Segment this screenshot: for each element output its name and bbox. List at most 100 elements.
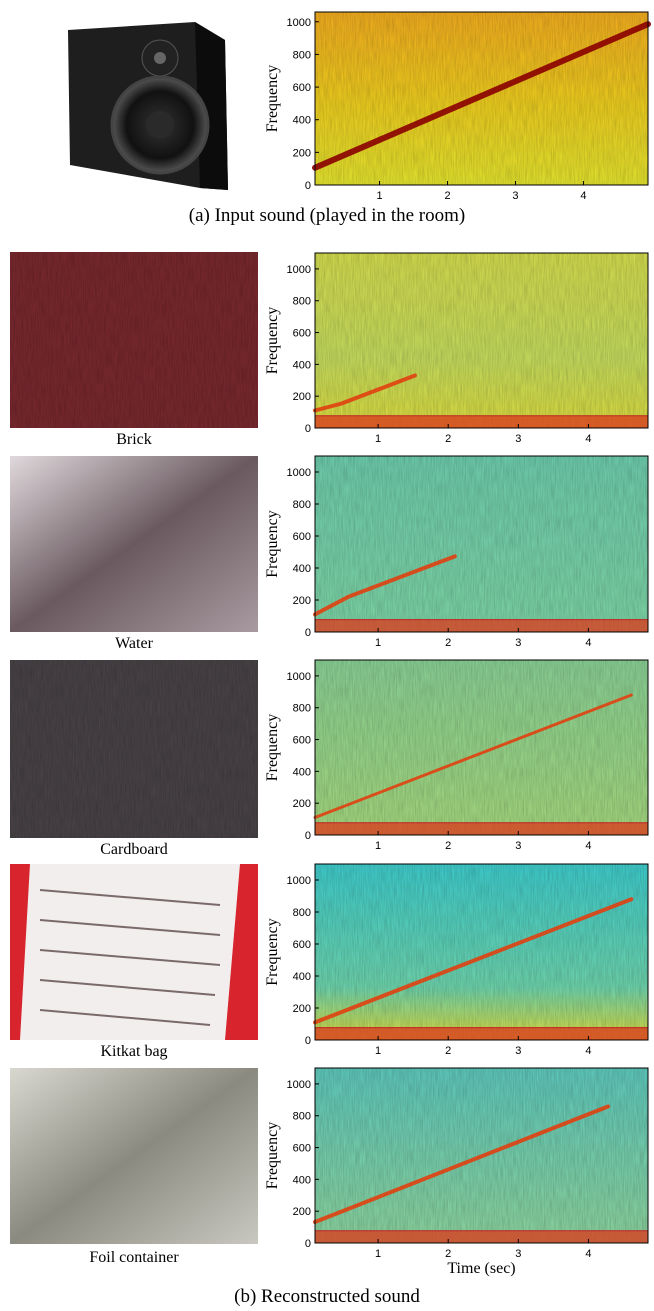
plot-frame [314, 1067, 649, 1244]
x-tick-label: 1 [375, 1045, 381, 1057]
y-tick-label: 400 [293, 359, 311, 371]
y-tick-label: 1000 [287, 671, 311, 683]
brick-photo [10, 252, 258, 428]
y-tick-label: 400 [293, 1174, 311, 1186]
low-band [315, 620, 648, 632]
spectrogram [315, 456, 648, 632]
y-tick-label: 0 [305, 1238, 311, 1250]
caption: (b) Reconstructed sound [234, 1286, 420, 1307]
y-tick-label: 0 [305, 1035, 311, 1047]
y-tick-label: 200 [293, 1003, 311, 1015]
y-tick-label: 200 [293, 595, 311, 607]
y-axis-label: Frequency [264, 510, 281, 578]
y-axis-label: Frequency [264, 65, 281, 133]
x-tick-label: 3 [515, 637, 521, 649]
y-tick-label: 600 [293, 531, 311, 543]
y-tick-label: 1000 [287, 264, 311, 276]
low-band [315, 416, 648, 428]
y-tick-label: 0 [305, 830, 311, 842]
kitkat-photo [10, 864, 258, 1040]
y-tick-label: 200 [293, 798, 311, 810]
x-tick-label: 1 [376, 190, 382, 202]
y-tick-label: 400 [293, 971, 311, 983]
low-band [315, 1028, 648, 1040]
x-tick-label: 1 [375, 1248, 381, 1260]
x-tick-label: 2 [445, 840, 451, 852]
plot-frame [314, 252, 649, 429]
x-tick-label: 2 [445, 1248, 451, 1260]
y-axis-label: Frequency [264, 1122, 281, 1190]
x-tick-label: 4 [585, 1045, 591, 1057]
x-tick-label: 3 [515, 433, 521, 445]
x-tick-label: 4 [580, 190, 586, 202]
y-tick-label: 200 [293, 147, 311, 159]
y-tick-label: 1000 [287, 17, 311, 29]
y-tick-label: 0 [305, 423, 311, 435]
chirp-trace [313, 373, 417, 413]
y-tick-label: 400 [293, 766, 311, 778]
x-axis-label: Time (sec) [447, 1260, 515, 1277]
image-label: Foil container [89, 1249, 179, 1266]
x-tick-label: 3 [515, 840, 521, 852]
water-photo [10, 456, 258, 632]
y-tick-label: 800 [293, 1111, 311, 1123]
x-tick-label: 2 [445, 433, 451, 445]
x-tick-label: 1 [375, 840, 381, 852]
image-label: Kitkat bag [100, 1043, 167, 1060]
cardboard-photo [10, 660, 258, 838]
spectrogram [315, 660, 648, 835]
image-label: Cardboard [100, 841, 168, 858]
x-tick-label: 2 [445, 1045, 451, 1057]
y-tick-label: 600 [293, 82, 311, 94]
y-axis-label: Frequency [264, 307, 281, 375]
plot-frame [314, 455, 649, 633]
y-tick-label: 600 [293, 939, 311, 951]
foil-photo [10, 1068, 258, 1244]
image-label: Water [115, 635, 153, 652]
y-tick-label: 800 [293, 499, 311, 511]
chirp-trace [313, 897, 634, 1025]
y-tick-label: 600 [293, 328, 311, 340]
chirp-trace [312, 21, 651, 171]
speaker-photo [68, 22, 228, 190]
x-tick-label: 2 [445, 637, 451, 649]
chirp-trace [313, 693, 633, 819]
y-tick-label: 200 [293, 391, 311, 403]
caption: (a) Input sound (played in the room) [189, 205, 465, 226]
y-tick-label: 1000 [287, 1079, 311, 1091]
plot-frame [314, 863, 649, 1041]
x-tick-label: 4 [585, 840, 591, 852]
x-tick-label: 3 [512, 190, 518, 202]
y-tick-label: 1000 [287, 875, 311, 887]
x-tick-label: 1 [375, 433, 381, 445]
y-tick-label: 400 [293, 563, 311, 575]
plot-frame [314, 659, 649, 836]
plot-frame [314, 11, 649, 186]
y-tick-label: 800 [293, 703, 311, 715]
x-tick-label: 4 [585, 1248, 591, 1260]
y-tick-label: 600 [293, 735, 311, 747]
x-tick-label: 2 [444, 190, 450, 202]
low-band [315, 1231, 648, 1243]
y-tick-label: 800 [293, 49, 311, 61]
y-tick-label: 400 [293, 115, 311, 127]
x-tick-label: 3 [515, 1045, 521, 1057]
y-tick-label: 800 [293, 907, 311, 919]
spectrogram [315, 864, 648, 1040]
y-tick-label: 600 [293, 1143, 311, 1155]
x-tick-label: 4 [585, 433, 591, 445]
x-tick-label: 3 [515, 1248, 521, 1260]
y-axis-label: Frequency [264, 918, 281, 986]
y-axis-label: Frequency [264, 714, 281, 782]
spectrogram [315, 253, 648, 428]
x-tick-label: 4 [585, 637, 591, 649]
x-tick-label: 1 [375, 637, 381, 649]
low-band [315, 823, 648, 835]
chirp-trace [313, 1104, 611, 1224]
y-tick-label: 0 [305, 627, 311, 639]
y-tick-label: 800 [293, 296, 311, 308]
y-tick-label: 1000 [287, 467, 311, 479]
image-label: Brick [116, 431, 152, 448]
